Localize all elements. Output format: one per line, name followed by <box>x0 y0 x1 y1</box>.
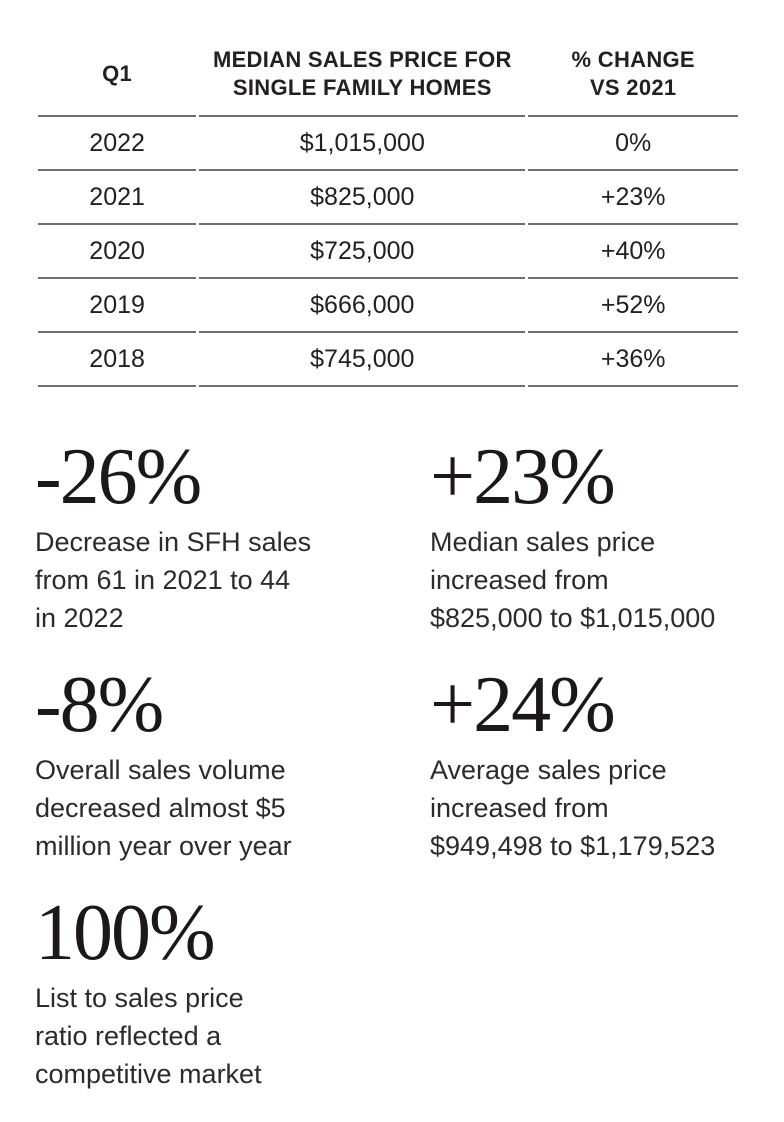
price-cell: $666,000 <box>199 279 526 333</box>
year-cell: 2019 <box>38 279 197 333</box>
stat-description: List to sales price ratio reflected a co… <box>35 983 262 1089</box>
price-cell: $745,000 <box>199 333 526 387</box>
stat-value: 100% <box>35 889 216 977</box>
stats-grid: -26% Decrease in SFH sales from 61 in 20… <box>35 437 749 1121</box>
year-cell: 2021 <box>38 171 197 225</box>
stat-sfh-sales-decrease: -26% Decrease in SFH sales from 61 in 20… <box>35 437 430 637</box>
stat-list-to-sales-ratio: 100% List to sales price ratio reflected… <box>35 893 430 1093</box>
stat-value: +24% <box>430 661 616 749</box>
stat-description: Decrease in SFH sales from 61 in 2021 to… <box>35 527 312 633</box>
stat-value: -26% <box>35 433 202 521</box>
table-row: 2019 $666,000 +52% <box>38 279 738 333</box>
median-price-label-line2: SINGLE FAMILY HOMES <box>232 75 492 100</box>
stat-value: +23% <box>430 433 616 521</box>
median-price-label-line1: MEDIAN SALES PRICE FOR <box>212 47 512 72</box>
change-cell: +36% <box>528 333 738 387</box>
col-header-median-price: MEDIAN SALES PRICE FOR SINGLE FAMILY HOM… <box>199 40 526 117</box>
price-cell: $1,015,000 <box>199 117 526 171</box>
year-cell: 2022 <box>38 117 197 171</box>
change-cell: +40% <box>528 225 738 279</box>
table-header-row: Q1 MEDIAN SALES PRICE FOR SINGLE FAMILY … <box>38 40 738 117</box>
table-row: 2020 $725,000 +40% <box>38 225 738 279</box>
table-row: 2021 $825,000 +23% <box>38 171 738 225</box>
year-cell: 2018 <box>38 333 197 387</box>
col-header-pct-change: % CHANGE VS 2021 <box>528 40 738 117</box>
price-cell: $825,000 <box>199 171 526 225</box>
table-row: 2022 $1,015,000 0% <box>38 117 738 171</box>
stat-median-price-increase: +23% Median sales price increased from $… <box>430 437 749 637</box>
pct-change-label-line2: VS 2021 <box>589 75 677 100</box>
stat-sales-volume-decrease: -8% Overall sales volume decreased almos… <box>35 665 430 865</box>
stat-value: -8% <box>35 661 164 749</box>
pct-change-label-line1: % CHANGE <box>571 47 695 72</box>
stat-description: Average sales price increased from $949,… <box>430 755 716 861</box>
year-cell: 2020 <box>38 225 197 279</box>
change-cell: +23% <box>528 171 738 225</box>
price-cell: $725,000 <box>199 225 526 279</box>
stat-description: Median sales price increased from $825,0… <box>430 527 716 633</box>
stat-average-price-increase: +24% Average sales price increased from … <box>430 665 749 865</box>
table-row: 2018 $745,000 +36% <box>38 333 738 387</box>
stat-description: Overall sales volume decreased almost $5… <box>35 755 292 861</box>
col-header-quarter: Q1 <box>38 40 197 117</box>
change-cell: 0% <box>528 117 738 171</box>
quarter-label: Q1 <box>102 61 133 86</box>
change-cell: +52% <box>528 279 738 333</box>
median-price-table: Q1 MEDIAN SALES PRICE FOR SINGLE FAMILY … <box>35 40 741 387</box>
